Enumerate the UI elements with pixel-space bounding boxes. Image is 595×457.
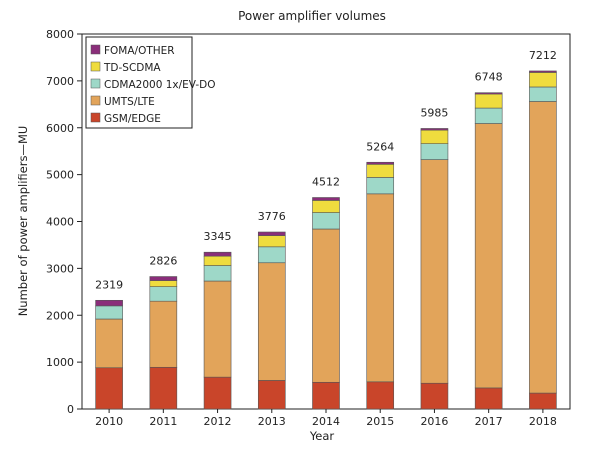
y-tick-label: 6000 [46, 122, 74, 135]
y-tick-label: 3000 [46, 262, 74, 275]
bar-segment [312, 228, 340, 383]
bar-segment [149, 300, 178, 368]
bar-segment [95, 367, 123, 410]
bar-segment [529, 86, 557, 102]
x-axis-title: Year [309, 429, 335, 443]
y-tick-label: 1000 [46, 356, 74, 369]
bar-segment [366, 164, 395, 178]
x-tick-label: 2011 [149, 415, 177, 428]
y-tick-label: 8000 [46, 28, 74, 41]
bar-segment [474, 123, 503, 389]
bar-total-label: 4512 [312, 176, 340, 189]
bar-segment [257, 246, 286, 264]
y-tick-label: 7000 [46, 75, 74, 88]
bar-segment [529, 70, 557, 73]
bar-segment [474, 107, 503, 124]
bar-segment [420, 159, 449, 384]
legend-label: FOMA/OTHER [104, 45, 175, 57]
bar-segment [149, 286, 178, 302]
bar-segment [312, 200, 340, 213]
legend-label: UMTS/LTE [104, 96, 155, 108]
bar-segment [474, 387, 503, 410]
bar-total-label: 7212 [529, 49, 557, 62]
bar-segment [312, 212, 340, 230]
y-axis-title: Number of power amplifiers—MU [16, 126, 30, 317]
legend-swatch [90, 95, 101, 106]
legend-label: CDMA2000 1x/EV-DO [104, 79, 216, 91]
y-tick-label: 0 [67, 403, 74, 416]
bar-segment [474, 93, 503, 109]
y-tick-label: 2000 [46, 309, 74, 322]
bar-total-label: 2826 [149, 255, 177, 268]
bar-segment [257, 235, 286, 248]
legend-box [85, 36, 193, 129]
bar-segment [420, 143, 449, 160]
bar-segment [149, 276, 178, 281]
bar-segment [366, 193, 395, 383]
bar-segment [312, 381, 340, 410]
legend-swatch [90, 78, 101, 89]
legend-swatch [90, 44, 101, 55]
bar-total-label: 5985 [420, 106, 448, 119]
bar-segment [149, 280, 178, 287]
bar-segment [529, 72, 557, 88]
x-tick-label: 2010 [95, 415, 123, 428]
bar-segment [149, 366, 178, 410]
bar-segment [203, 280, 232, 378]
bar-segment [420, 128, 449, 131]
y-tick-label: 4000 [46, 216, 74, 229]
y-tick-label: 5000 [46, 169, 74, 182]
bar-total-label: 3345 [204, 230, 232, 243]
bar-segment [420, 129, 449, 144]
bar-segment [203, 376, 232, 410]
bar-segment [95, 305, 123, 320]
bar-segment [366, 177, 395, 195]
legend-label: TD-SCDMA [103, 62, 161, 74]
bar-total-label: 2319 [95, 278, 123, 291]
legend: FOMA/OTHER TD-SCDMA CDMA2000 1x/EV-DO UMTS/… [85, 36, 216, 129]
legend-swatch [90, 61, 101, 72]
bar-segment [95, 299, 123, 307]
bar-segment [257, 262, 286, 381]
bar-segment [366, 161, 395, 165]
bar-total-label: 3776 [258, 210, 286, 223]
bar-segment [529, 101, 557, 394]
chart-title: Power amplifier volumes [238, 9, 386, 23]
x-tick-label: 2015 [366, 415, 394, 428]
x-tick-label: 2014 [312, 415, 340, 428]
bar-segment [312, 197, 340, 201]
legend-swatch [90, 112, 101, 123]
x-tick-label: 2017 [475, 415, 503, 428]
x-tick-label: 2016 [420, 415, 448, 428]
bar-segment [203, 251, 232, 257]
bar-segment [257, 231, 286, 236]
bar-segment [420, 382, 449, 410]
bar-segment [203, 255, 232, 266]
legend-label: GSM/EDGE [104, 113, 161, 125]
x-tick-label: 2012 [204, 415, 232, 428]
bar-total-label: 5264 [366, 140, 394, 153]
plot-area: 0 1000 2000 3000 4000 5000 6000 7000 8000 2319 201… [46, 28, 571, 428]
bar-segment [257, 380, 286, 410]
bar-segment [366, 381, 395, 410]
x-tick-label: 2013 [258, 415, 286, 428]
x-tick-label: 2018 [529, 415, 557, 428]
bar-segment [203, 265, 232, 282]
bar-total-label: 6748 [475, 71, 503, 84]
bar-segment [474, 92, 503, 95]
bar-segment [529, 392, 557, 410]
bar-segment [95, 318, 123, 369]
